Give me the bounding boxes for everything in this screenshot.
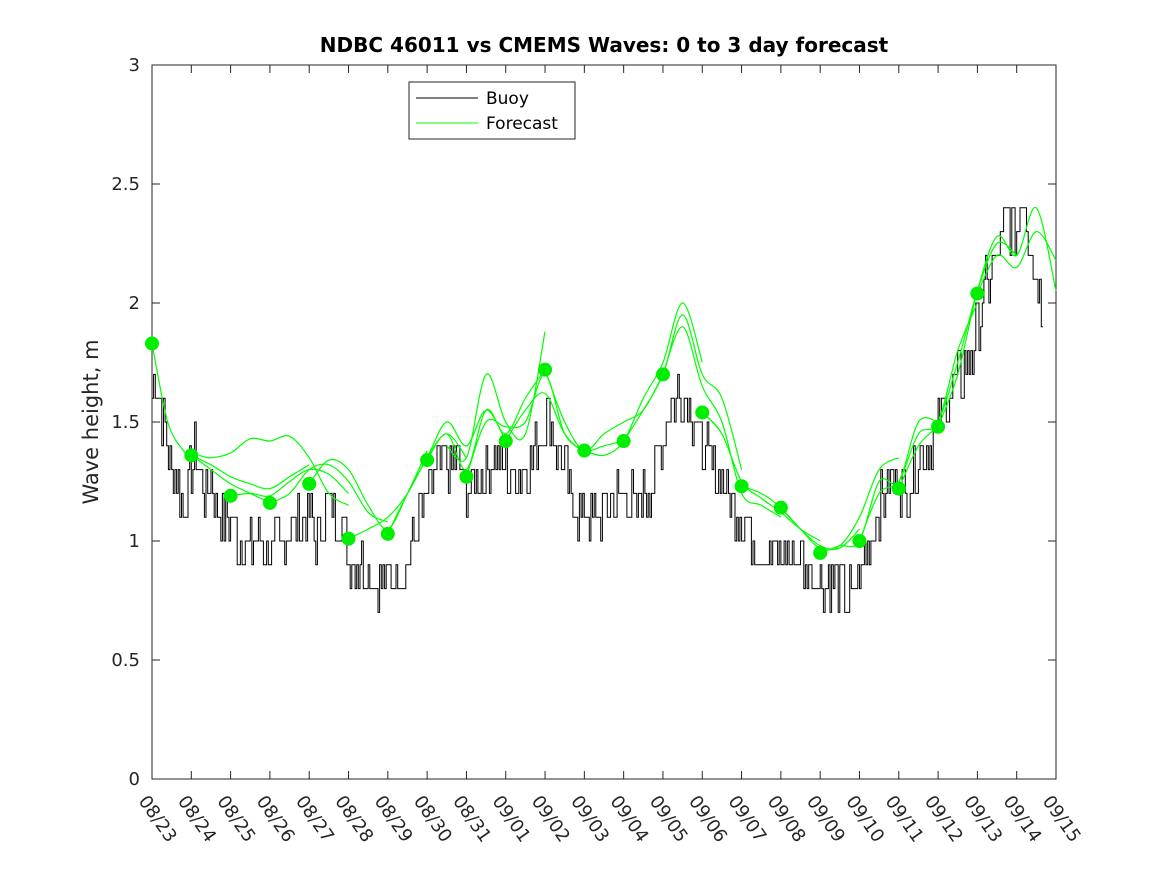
legend: Buoy Forecast — [408, 81, 576, 140]
forecast-marker — [695, 405, 710, 420]
forecast-markers — [145, 286, 985, 560]
y-axis: 0 0.5 1 1.5 2 2.5 3 — [111, 55, 1056, 790]
forecast-marker — [420, 453, 435, 468]
forecast-line — [858, 302, 978, 542]
forecast-marker — [341, 531, 356, 546]
forecast-marker — [931, 419, 946, 434]
forecast-marker — [655, 367, 670, 382]
forecast-marker — [498, 434, 513, 449]
forecast-line — [269, 463, 389, 523]
forecast-marker — [852, 534, 867, 548]
forecast-marker — [734, 479, 749, 494]
forecast-marker — [891, 481, 906, 496]
y-tick-label: 2 — [129, 293, 140, 314]
legend-box — [408, 81, 576, 140]
forecast-series — [151, 207, 1057, 554]
y-tick-label: 1 — [129, 531, 140, 552]
y-tick-label: 3 — [129, 55, 140, 76]
forecast-line — [505, 392, 624, 452]
forecast-marker — [380, 526, 395, 541]
forecast-line — [662, 326, 782, 518]
y-tick-label: 0 — [129, 769, 140, 790]
plot-area — [151, 64, 1057, 780]
forecast-marker — [302, 476, 317, 491]
forecast-marker — [459, 469, 474, 484]
forecast-line — [819, 417, 939, 554]
y-tick-label: 2.5 — [111, 174, 140, 195]
forecast-marker — [223, 488, 238, 503]
forecast-marker — [970, 286, 985, 301]
y-tick-label: 0.5 — [111, 650, 140, 671]
forecast-line — [446, 331, 546, 462]
forecast-line — [191, 454, 310, 490]
forecast-line — [976, 231, 1057, 294]
forecast-line — [623, 314, 743, 470]
legend-buoy-label: Buoy — [486, 89, 529, 109]
forecast-line — [426, 369, 546, 471]
forecast-line — [898, 241, 1018, 489]
chart-title: NDBC 46011 vs CMEMS Waves: 0 to 3 day fo… — [320, 33, 889, 57]
forecast-marker — [184, 448, 199, 463]
forecast-line — [230, 468, 349, 497]
legend-forecast-label: Forecast — [486, 114, 558, 134]
forecast-line — [584, 302, 703, 457]
forecast-marker — [262, 495, 277, 510]
forecast-marker — [773, 500, 788, 515]
forecast-line — [937, 207, 1057, 428]
forecast-marker — [813, 545, 828, 560]
forecast-marker — [145, 336, 159, 351]
forecast-marker — [616, 434, 631, 449]
forecast-marker — [538, 362, 553, 377]
forecast-marker — [577, 443, 592, 458]
y-tick-label: 1.5 — [111, 412, 140, 433]
forecast-line — [199, 435, 349, 506]
forecast-line — [151, 343, 271, 504]
y-axis-label: Wave height, m — [79, 339, 103, 504]
